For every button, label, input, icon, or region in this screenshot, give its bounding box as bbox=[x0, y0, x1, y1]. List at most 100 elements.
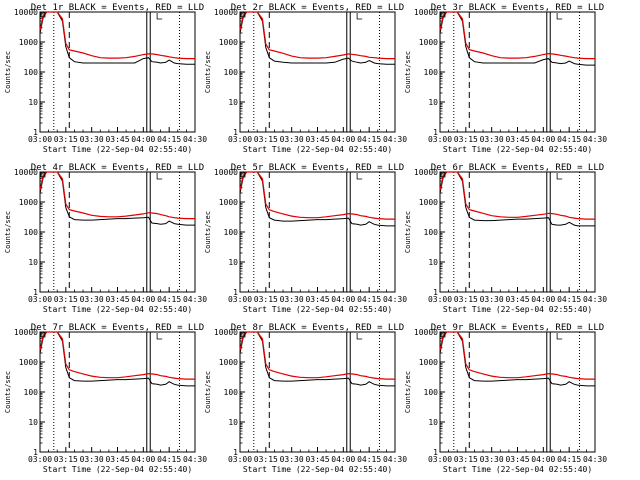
y-axis-title: Counts/sec bbox=[204, 371, 212, 413]
corner-box-marker bbox=[440, 12, 446, 18]
x-tick-label: 03:15 bbox=[254, 135, 278, 144]
panel-title: Det 5r BLACK = Events, RED = LLD bbox=[231, 163, 404, 173]
y-axis-title: Counts/sec bbox=[404, 211, 412, 253]
y-tick-label: 100 bbox=[224, 68, 239, 77]
y-axis-title: Counts/sec bbox=[4, 371, 12, 413]
series-events bbox=[39, 11, 195, 65]
y-tick-label: 10 bbox=[228, 258, 238, 267]
y-tick-label: 10 bbox=[228, 418, 238, 427]
x-tick-label: 03:45 bbox=[305, 135, 329, 144]
x-tick-label: 04:00 bbox=[331, 135, 355, 144]
x-tick-label: 03:45 bbox=[105, 455, 129, 464]
x-axis-title: Start Time (22-Sep-04 02:55:40) bbox=[443, 305, 592, 314]
y-tick-label: 10000 bbox=[414, 168, 438, 177]
x-tick-label: 04:15 bbox=[557, 295, 581, 304]
x-tick-label: 03:15 bbox=[54, 295, 78, 304]
y-tick-label: 10 bbox=[28, 98, 38, 107]
y-tick-label: 1000 bbox=[219, 358, 238, 367]
y-tick-label: 10000 bbox=[14, 328, 38, 337]
y-axis-title: Counts/sec bbox=[204, 211, 212, 253]
x-tick-label: 04:00 bbox=[331, 295, 355, 304]
series-lld bbox=[39, 11, 195, 60]
x-tick-label: 03:30 bbox=[80, 135, 104, 144]
bracket-marker bbox=[356, 173, 363, 180]
x-tick-label: 03:45 bbox=[305, 295, 329, 304]
y-tick-label: 10000 bbox=[14, 8, 38, 17]
x-tick-label: 04:15 bbox=[557, 455, 581, 464]
panel-title: Det 2r BLACK = Events, RED = LLD bbox=[231, 3, 404, 13]
x-tick-label: 03:00 bbox=[428, 135, 452, 144]
x-tick-label: 04:15 bbox=[357, 295, 381, 304]
x-tick-label: 03:15 bbox=[454, 455, 478, 464]
y-tick-label: 100 bbox=[424, 388, 439, 397]
x-axis-title: Start Time (22-Sep-04 02:55:40) bbox=[243, 305, 392, 314]
x-tick-label: 04:15 bbox=[157, 295, 181, 304]
x-tick-label: 04:15 bbox=[357, 455, 381, 464]
panel-title: Det 6r BLACK = Events, RED = LLD bbox=[431, 163, 604, 173]
panel-title: Det 9r BLACK = Events, RED = LLD bbox=[431, 323, 604, 333]
y-tick-label: 10 bbox=[428, 418, 438, 427]
bracket-marker bbox=[156, 13, 163, 20]
panel-title: Det 3r BLACK = Events, RED = LLD bbox=[431, 3, 604, 13]
x-tick-label: 04:00 bbox=[131, 135, 155, 144]
y-tick-label: 1000 bbox=[419, 198, 438, 207]
y-tick-label: 100 bbox=[24, 68, 39, 77]
x-tick-label: 03:30 bbox=[480, 295, 504, 304]
y-tick-label: 1000 bbox=[219, 198, 238, 207]
x-tick-label: 03:45 bbox=[105, 295, 129, 304]
bracket-marker bbox=[556, 333, 563, 340]
y-tick-label: 10 bbox=[428, 258, 438, 267]
y-tick-label: 1000 bbox=[419, 358, 438, 367]
y-tick-label: 1000 bbox=[19, 198, 38, 207]
x-axis-title: Start Time (22-Sep-04 02:55:40) bbox=[43, 145, 192, 154]
bracket-marker bbox=[156, 173, 163, 180]
det-panel-6: Det 6r BLACK = Events, RED = LLD 1 10 100 10… bbox=[404, 163, 607, 314]
x-tick-label: 04:30 bbox=[583, 455, 607, 464]
y-tick-label: 10000 bbox=[214, 168, 238, 177]
y-tick-label: 10000 bbox=[214, 328, 238, 337]
x-tick-label: 04:00 bbox=[531, 455, 555, 464]
det-panel-7: Det 7r BLACK = Events, RED = LLD 1 10 100 10… bbox=[4, 323, 207, 474]
y-tick-label: 1 bbox=[33, 448, 38, 457]
bracket-marker bbox=[356, 333, 363, 340]
x-axis-title: Start Time (22-Sep-04 02:55:40) bbox=[43, 305, 192, 314]
x-tick-label: 03:00 bbox=[428, 295, 452, 304]
x-tick-label: 04:30 bbox=[383, 455, 407, 464]
y-tick-label: 100 bbox=[424, 228, 439, 237]
x-tick-label: 03:15 bbox=[454, 295, 478, 304]
corner-box-marker bbox=[240, 172, 246, 178]
det-panel-2: Det 2r BLACK = Events, RED = LLD 1 10 100 10… bbox=[204, 3, 407, 154]
y-tick-label: 100 bbox=[224, 228, 239, 237]
det-panel-5: Det 5r BLACK = Events, RED = LLD 1 10 100 10… bbox=[204, 163, 407, 314]
y-tick-label: 10 bbox=[28, 258, 38, 267]
corner-box-marker bbox=[440, 172, 446, 178]
x-axis-title: Start Time (22-Sep-04 02:55:40) bbox=[443, 465, 592, 474]
x-tick-label: 03:00 bbox=[28, 295, 52, 304]
x-tick-label: 03:45 bbox=[105, 135, 129, 144]
y-tick-label: 1 bbox=[433, 448, 438, 457]
x-tick-label: 04:30 bbox=[583, 135, 607, 144]
x-tick-label: 04:30 bbox=[183, 295, 207, 304]
x-tick-label: 03:45 bbox=[505, 295, 529, 304]
y-tick-label: 100 bbox=[424, 68, 439, 77]
x-tick-label: 03:30 bbox=[280, 455, 304, 464]
y-tick-label: 10000 bbox=[414, 328, 438, 337]
series-lld bbox=[39, 331, 195, 380]
x-tick-label: 04:30 bbox=[383, 135, 407, 144]
bracket-marker bbox=[556, 13, 563, 20]
y-tick-label: 10000 bbox=[214, 8, 238, 17]
y-tick-label: 100 bbox=[224, 388, 239, 397]
y-axis-title: Counts/sec bbox=[204, 51, 212, 93]
series-lld bbox=[439, 11, 595, 60]
y-tick-label: 1 bbox=[433, 128, 438, 137]
x-tick-label: 03:15 bbox=[254, 455, 278, 464]
y-tick-label: 10 bbox=[28, 418, 38, 427]
corner-box-marker bbox=[40, 172, 46, 178]
series-lld bbox=[239, 331, 395, 380]
y-tick-label: 10000 bbox=[14, 168, 38, 177]
x-tick-label: 04:15 bbox=[157, 455, 181, 464]
det-panel-9: Det 9r BLACK = Events, RED = LLD 1 10 100 10… bbox=[404, 323, 607, 474]
x-tick-label: 04:15 bbox=[357, 135, 381, 144]
